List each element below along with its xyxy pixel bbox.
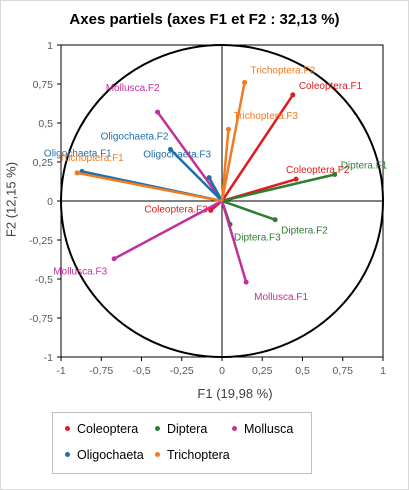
vector-line — [169, 148, 223, 202]
x-axis-label: F1 (19,98 %) — [197, 386, 273, 401]
x-tick-label: 0,75 — [333, 365, 354, 377]
point-label: Trichoptera.F2 — [251, 65, 316, 76]
vector-line — [220, 200, 248, 283]
vector-point — [155, 109, 161, 115]
y-tick-label: -0,25 — [29, 235, 53, 247]
legend-marker — [232, 426, 237, 432]
point-label: Oligochaeta.F3 — [143, 150, 211, 161]
legend-marker — [155, 452, 160, 458]
vector-point — [167, 147, 173, 153]
point-label: Mollusca.F2 — [106, 83, 160, 94]
legend-marker — [65, 426, 70, 432]
vector-point — [243, 279, 249, 285]
vector-line — [220, 82, 246, 202]
point-label: Mollusca.F1 — [254, 292, 308, 303]
y-tick-label: 0,5 — [38, 118, 53, 130]
x-tick-label: 0,25 — [252, 365, 273, 377]
legend-label: Mollusca — [244, 422, 294, 436]
legend-item-mollusca: Mollusca — [232, 422, 293, 436]
point-label: Oligochaeta.F1 — [44, 148, 112, 159]
vector-line — [76, 171, 223, 203]
vector-line — [221, 173, 335, 203]
legend-label: Trichoptera — [167, 448, 230, 462]
vector-line — [113, 199, 223, 260]
x-tick-label: -1 — [56, 365, 65, 377]
vector-point — [74, 170, 80, 176]
y-tick-label: 0,75 — [33, 79, 54, 91]
x-tick-label: -0,75 — [89, 365, 113, 377]
legend-marker — [65, 452, 70, 458]
legend-label: Coleoptera — [77, 422, 139, 436]
vector-line — [156, 111, 224, 202]
vector-point — [206, 175, 212, 181]
vector-point — [272, 217, 278, 223]
point-label: Coleoptera.F3 — [144, 204, 208, 215]
x-tick-label: 0,5 — [295, 365, 310, 377]
legend: Coleoptera Diptera Mollusca Oligochaeta … — [52, 412, 312, 474]
point-label: Oligochaeta.F2 — [101, 132, 169, 143]
point-label: Diptera.F2 — [281, 226, 328, 237]
point-label: Diptera.F1 — [341, 160, 388, 171]
point-label: Trichoptera.F3 — [233, 111, 298, 122]
y-tick-label: -0,5 — [35, 274, 53, 286]
chart-title: Axes partiels (axes F1 et F2 : 32,13 %) — [69, 11, 340, 28]
point-label: Diptera.F3 — [234, 232, 281, 243]
point-label: Coleoptera.F1 — [299, 81, 363, 92]
legend-item-coleoptera: Coleoptera — [65, 422, 138, 436]
point-label: Trichoptera.F1 — [59, 153, 124, 164]
y-tick-label: 0 — [47, 196, 53, 208]
vector-point — [225, 126, 231, 132]
point-label: Coleoptera.F2 — [286, 165, 350, 176]
x-tick-label: -0,5 — [132, 365, 150, 377]
vector-line — [220, 94, 294, 202]
y-tick-label: -0,75 — [29, 313, 53, 325]
vector-line — [221, 199, 276, 221]
legend-marker — [155, 426, 160, 432]
vector-point — [290, 92, 296, 98]
vector-line — [208, 176, 224, 202]
vector-line — [220, 129, 230, 202]
point-label: Mollusca.F3 — [53, 267, 107, 278]
legend-label: Oligochaeta — [77, 448, 144, 462]
y-tick-label: -1 — [44, 352, 53, 364]
legend-item-trichoptera: Trichoptera — [155, 448, 230, 462]
vector-point — [242, 79, 248, 85]
x-tick-label: 0 — [219, 365, 225, 377]
legend-label: Diptera — [167, 422, 208, 436]
vector-point — [293, 176, 299, 182]
vector-point — [111, 256, 117, 262]
legend-item-diptera: Diptera — [155, 422, 207, 436]
x-tick-label: 1 — [380, 365, 386, 377]
y-tick-label: 1 — [47, 40, 53, 52]
vector-point — [332, 171, 338, 177]
legend-item-oligochaeta: Oligochaeta — [65, 448, 144, 462]
x-tick-label: -0,25 — [170, 365, 194, 377]
y-tick-label: 0,25 — [33, 157, 54, 169]
